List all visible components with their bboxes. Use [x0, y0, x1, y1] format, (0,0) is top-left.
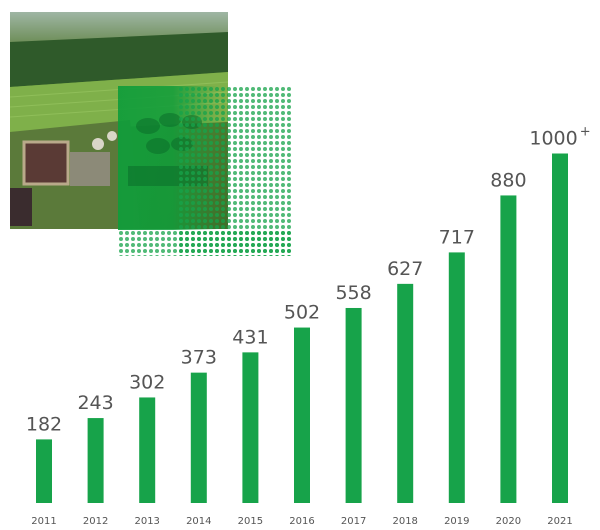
bar-2016: [294, 327, 310, 503]
value-label-2019: 717: [439, 226, 475, 248]
x-tick-label-2012: 2012: [83, 516, 108, 527]
value-label-2015: 431: [232, 326, 268, 348]
value-label-2014: 373: [181, 347, 217, 369]
bar-2015: [242, 352, 259, 503]
value-label-2016: 502: [284, 302, 320, 324]
bar-2021: [552, 153, 568, 503]
value-label-2017: 558: [335, 282, 371, 304]
value-label-2018: 627: [387, 258, 423, 280]
value-label-2020: 880: [490, 169, 526, 191]
x-tick-label-2021: 2021: [547, 516, 572, 527]
bar-2018: [397, 283, 414, 503]
green-halftone-overlay: [118, 86, 292, 256]
x-tick-label-2016: 2016: [289, 516, 314, 527]
value-suffix: +: [580, 125, 591, 140]
bar-2014: [190, 372, 207, 503]
x-tick-label-2011: 2011: [31, 516, 56, 527]
x-tick-labels-layer: 2011 2012 2013 2014 2015 2016 2017 2018 2019 2020…: [31, 516, 572, 527]
x-tick-label-2017: 2017: [341, 516, 366, 527]
x-tick-label-2013: 2013: [134, 516, 159, 527]
x-tick-label-2019: 2019: [444, 516, 469, 527]
bar-2020: [500, 195, 517, 503]
x-tick-label-2014: 2014: [186, 516, 211, 527]
value-label-2021: 1000 +: [529, 125, 590, 150]
x-tick-label-2018: 2018: [392, 516, 417, 527]
bar-2012: [87, 418, 104, 503]
value-label-2013: 302: [129, 371, 165, 393]
x-tick-label-2020: 2020: [496, 516, 521, 527]
bar-2013: [139, 397, 156, 503]
value-label-2011: 182: [26, 413, 62, 435]
x-tick-label-2015: 2015: [238, 516, 263, 527]
bar-2011: [36, 439, 52, 503]
bar-2019: [448, 252, 465, 503]
bar-2017: [345, 307, 362, 503]
bars-layer: [36, 153, 568, 503]
value-label-2012: 243: [77, 392, 113, 414]
